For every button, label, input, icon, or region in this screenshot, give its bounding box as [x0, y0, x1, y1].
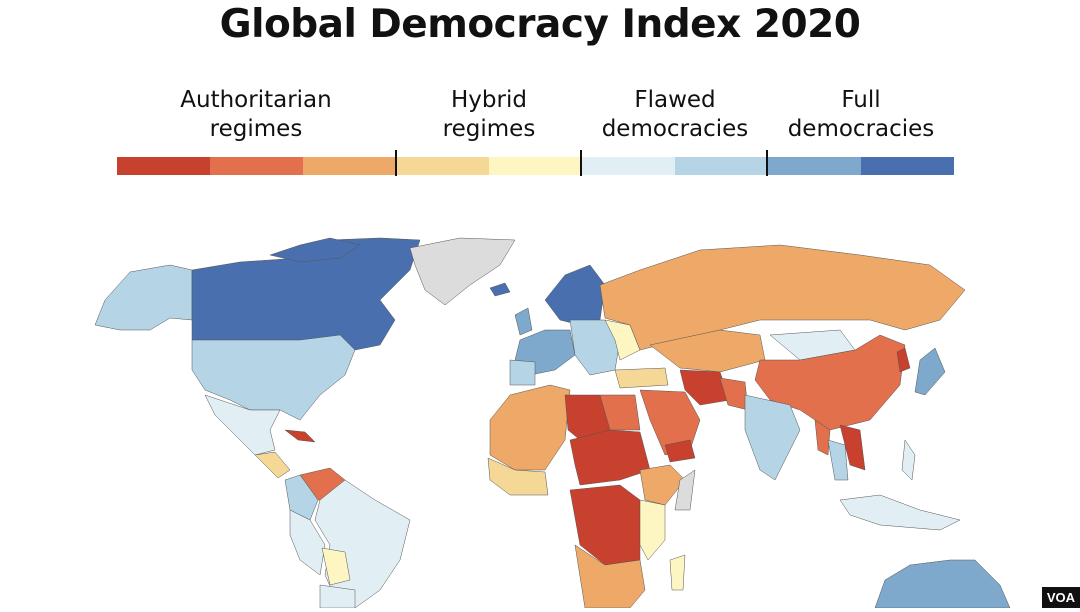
region-turkey: [614, 367, 669, 389]
region-uk: [514, 307, 533, 336]
legend-swatch-1: [117, 157, 210, 175]
region-russia: [599, 244, 966, 351]
legend-label-hybrid: Hybrid regimes: [442, 87, 536, 142]
legend-divider-2: [580, 150, 582, 176]
map-title: Global Democracy Index 2020: [219, 2, 861, 47]
region-greenland: [409, 237, 516, 306]
region-egypt: [599, 394, 641, 431]
legend-label-authoritarian: Authoritarian regimes: [180, 87, 332, 142]
region-bolivia: [321, 547, 351, 586]
legend-swatch-7: [675, 157, 768, 175]
region-vietnam-laos: [839, 424, 866, 471]
region-myanmar: [814, 419, 831, 456]
region-belarus-ukraine: [604, 319, 641, 361]
legend-divider-1: [395, 150, 397, 176]
region-central-america: [254, 451, 291, 479]
region-india: [744, 394, 801, 481]
region-scandinavia: [544, 264, 606, 326]
legend-color-bar: [117, 157, 954, 175]
legend-swatch-8: [768, 157, 861, 175]
region-indonesia: [839, 494, 961, 531]
region-west-africa: [487, 457, 549, 496]
world-map: [0, 200, 1080, 609]
legend-swatch-6: [582, 157, 675, 175]
region-iran: [679, 369, 731, 406]
region-north-korea: [896, 347, 911, 373]
region-madagascar: [669, 554, 686, 591]
region-yemen: [664, 439, 696, 463]
voa-logo: VOA: [1041, 587, 1080, 608]
region-mexico: [204, 394, 281, 456]
legend-swatch-2: [210, 157, 303, 175]
region-china: [754, 334, 906, 431]
region-colombia: [284, 474, 319, 521]
region-peru: [289, 509, 326, 576]
region-canada-arctic: [269, 237, 361, 263]
legend-swatch-4: [396, 157, 489, 175]
region-east-africa: [639, 499, 666, 561]
region-japan: [914, 347, 946, 396]
legend-swatch-9: [861, 157, 954, 175]
region-chad-sudan: [569, 429, 651, 486]
region-ethiopia: [639, 464, 686, 506]
region-cuba: [284, 429, 316, 443]
region-philippines: [901, 439, 916, 481]
legend-swatch-3: [303, 157, 396, 175]
region-usa: [191, 334, 356, 421]
legend-swatch-5: [489, 157, 582, 175]
legend-label-full: Full democracies: [787, 87, 935, 142]
legend-label-flawed: Flawed democracies: [601, 87, 749, 142]
region-thailand: [827, 439, 849, 481]
region-australia: [874, 559, 1011, 609]
region-north-africa: [489, 384, 571, 471]
region-iberia: [509, 359, 536, 386]
legend-divider-3: [766, 150, 768, 176]
region-somalia: [674, 469, 696, 511]
region-alaska: [94, 264, 193, 331]
region-iceland: [489, 282, 511, 297]
